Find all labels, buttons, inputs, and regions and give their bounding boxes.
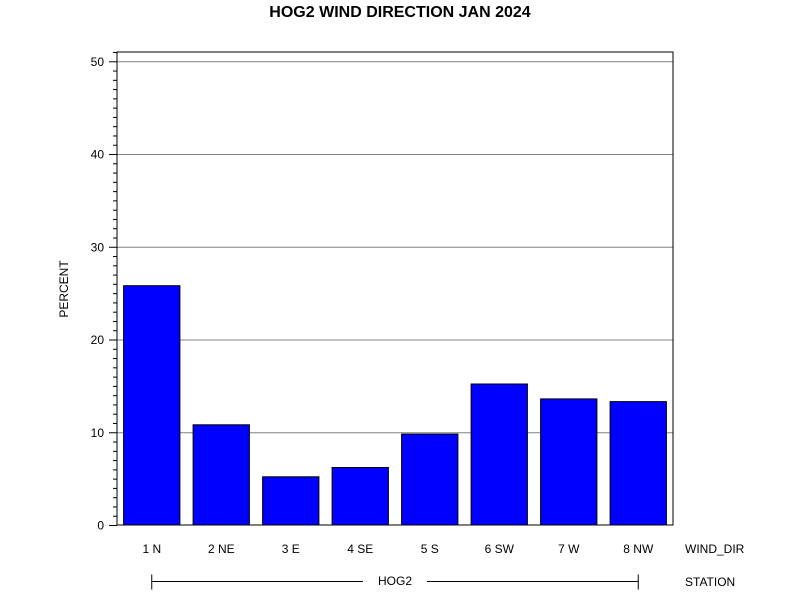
x-tick-label: 2 NE [208, 542, 235, 556]
bars [123, 285, 667, 526]
chart-title: HOG2 WIND DIRECTION JAN 2024 [269, 4, 530, 21]
grid-lines [117, 61, 673, 434]
x-tick-label: 8 NW [623, 542, 654, 556]
x-tick-label: 5 S [421, 542, 439, 556]
x-axis-tick-labels: 1 N 2 NE 3 E 4 SE 5 S 6 SW 7 W 8 NW [142, 542, 654, 556]
y-tick-label: 0 [97, 519, 104, 533]
x-tick-label: 6 SW [485, 542, 515, 556]
x-axis-label: WIND_DIR [685, 542, 745, 556]
bar-4-se [331, 467, 389, 526]
bar-7-w [540, 398, 598, 526]
x-tick-label: 4 SE [347, 542, 373, 556]
station-group: HOG2 [151, 574, 639, 590]
station-group-label: HOG2 [378, 574, 412, 588]
y-tick-label: 50 [91, 55, 105, 69]
y-tick-label: 30 [91, 240, 105, 254]
x-tick-label: 7 W [558, 542, 580, 556]
bar-5-s [401, 433, 459, 526]
x-tick-label: 3 E [282, 542, 300, 556]
y-axis: 0 10 20 30 40 50 [91, 52, 117, 533]
bar-8-nw [609, 401, 667, 526]
bar-1-n [123, 285, 181, 526]
x-tick-label: 1 N [142, 542, 161, 556]
bar-6-sw [470, 383, 528, 526]
plot-frame [116, 51, 674, 526]
y-tick-label: 20 [91, 333, 105, 347]
station-axis-label: STATION [685, 575, 735, 589]
bar-3-e [262, 476, 320, 526]
bar-2-ne [192, 424, 250, 526]
y-tick-label: 40 [91, 148, 105, 162]
y-tick-label: 10 [91, 426, 105, 440]
y-axis-label: PERCENT [57, 260, 71, 318]
